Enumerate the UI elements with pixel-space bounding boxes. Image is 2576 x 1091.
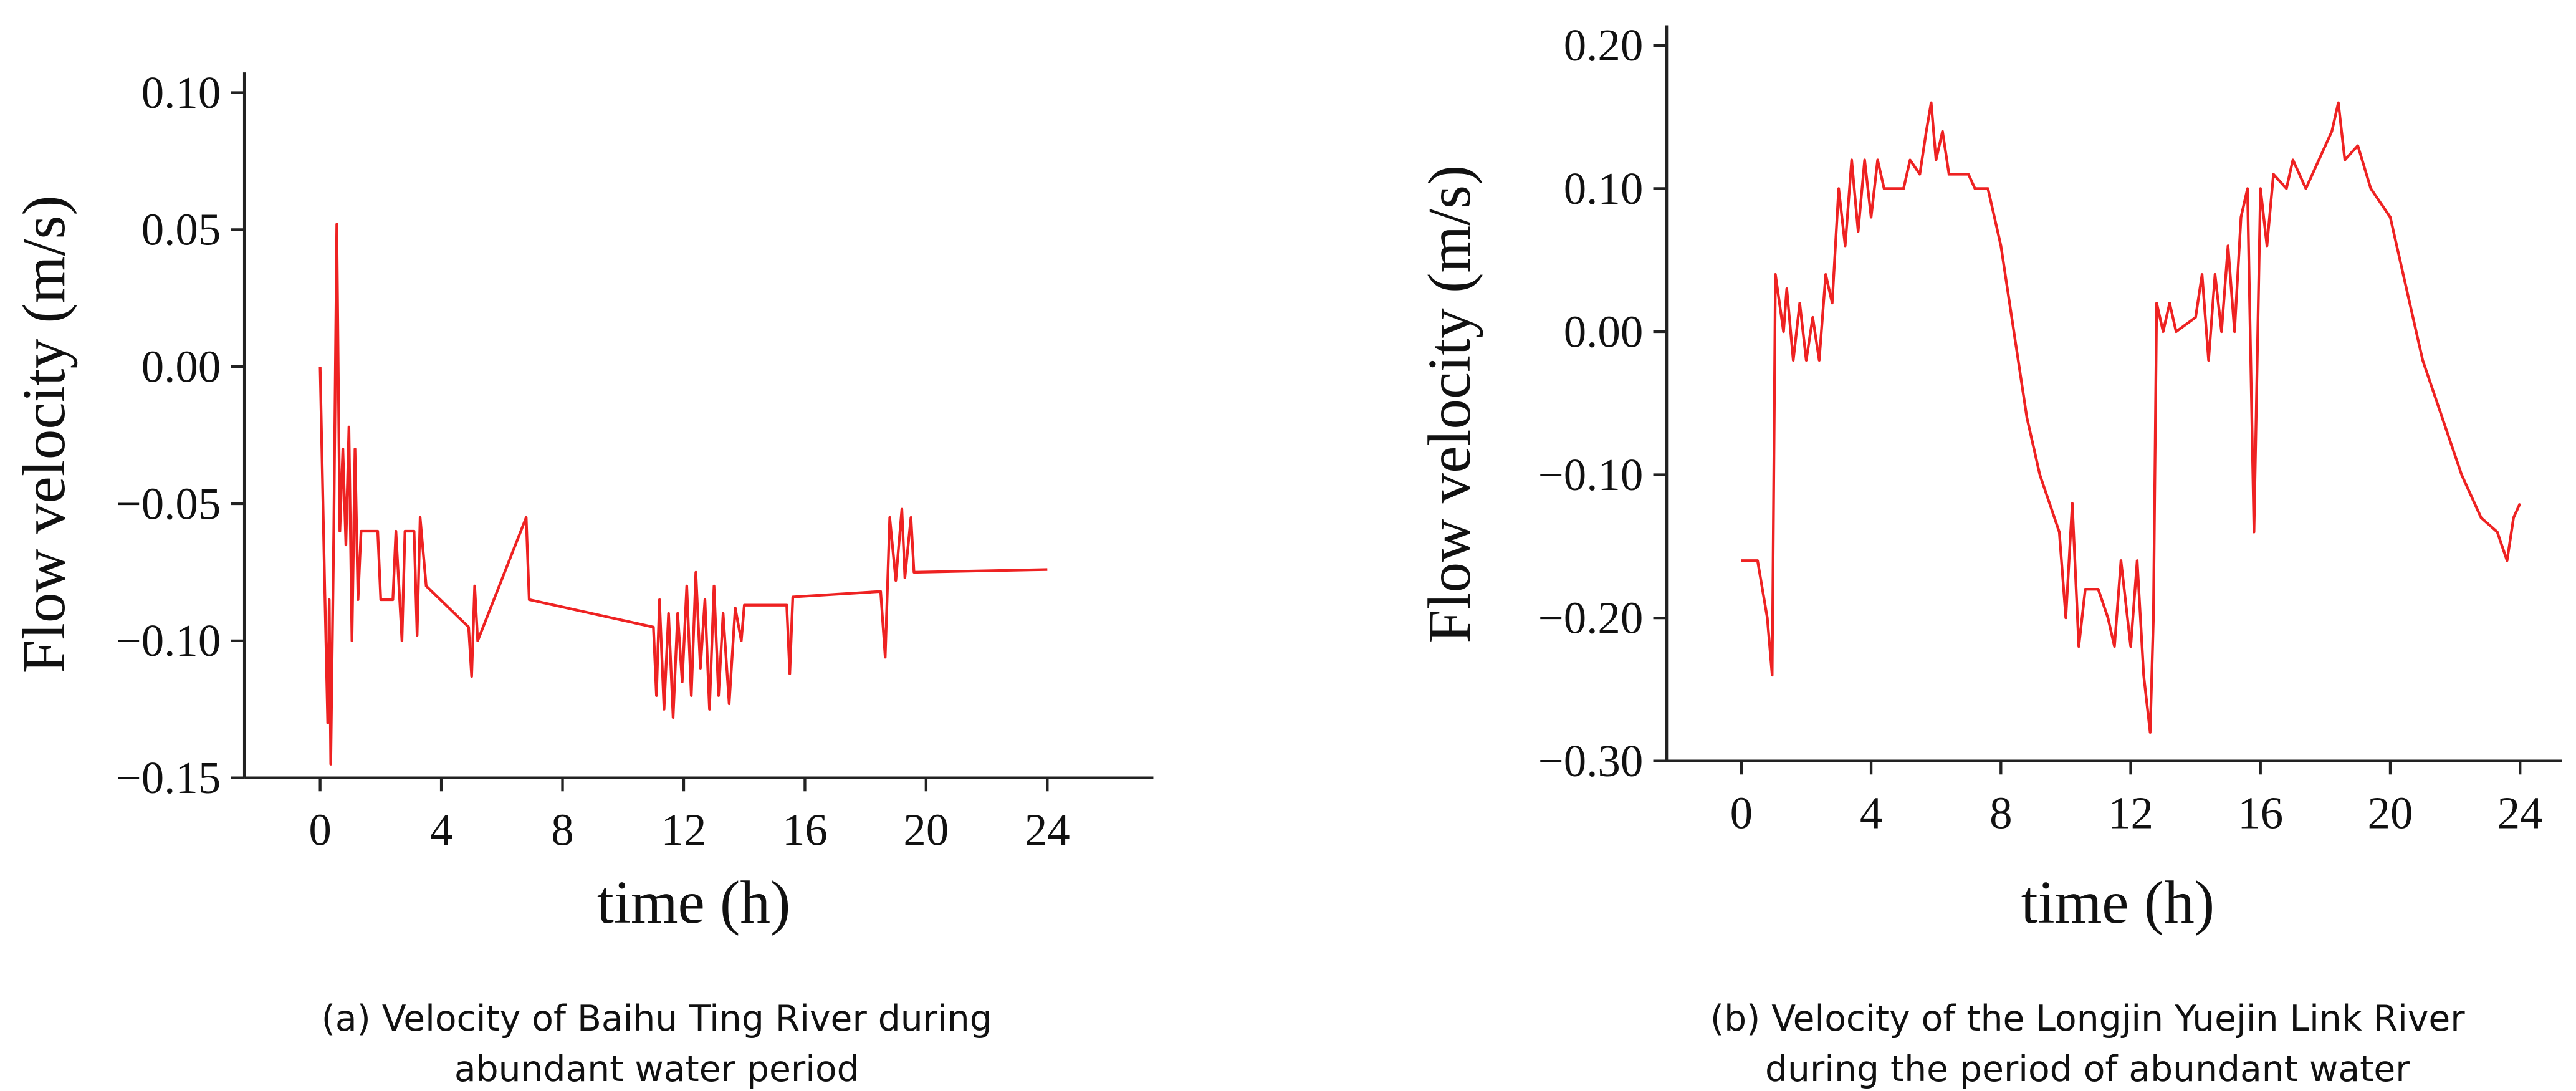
y-tick-label: 0.10: [141, 67, 221, 118]
y-tick-label: −0.10: [1538, 449, 1644, 500]
x-tick-label: 24: [2497, 788, 2543, 839]
y-tick-label: −0.10: [116, 615, 221, 666]
y-tick-label: −0.15: [116, 752, 221, 803]
y-tick-label: 0.10: [1564, 163, 1644, 214]
y-tick-label: −0.20: [1538, 592, 1644, 643]
y-tick-label: 0.20: [1564, 20, 1644, 70]
x-tick-label: 0: [309, 805, 331, 855]
x-tick-label: 20: [2368, 788, 2413, 839]
caption: during the period of abundant water: [1765, 1049, 2410, 1090]
x-axis-label: time (h): [2021, 869, 2214, 936]
x-tick-label: 16: [2238, 788, 2283, 839]
x-axis-label: time (h): [597, 869, 790, 936]
y-tick-label: −0.30: [1538, 736, 1644, 786]
caption: abundant water period: [454, 1049, 859, 1090]
x-tick-label: 12: [661, 805, 707, 855]
y-tick-label: −0.05: [116, 478, 221, 529]
y-axis-label: Flow velocity (m/s): [11, 195, 78, 673]
caption: (a) Velocity of Baihu Ting River during: [322, 998, 992, 1039]
y-tick-label: 0.00: [1564, 306, 1644, 357]
data-line: [1741, 101, 2522, 734]
y-axis-label: Flow velocity (m/s): [1416, 165, 1483, 643]
x-tick-label: 0: [1730, 788, 1753, 839]
x-tick-label: 8: [1989, 788, 2012, 839]
x-tick-label: 20: [903, 805, 949, 855]
x-tick-label: 16: [782, 805, 828, 855]
x-tick-label: 12: [2108, 788, 2153, 839]
x-tick-label: 8: [551, 805, 573, 855]
y-tick-label: 0.00: [141, 342, 221, 392]
caption: (b) Velocity of the Longjin Yuejin Link …: [1710, 998, 2465, 1039]
x-tick-label: 4: [430, 805, 452, 855]
y-tick-label: 0.05: [141, 204, 221, 255]
x-tick-label: 4: [1860, 788, 1882, 839]
data-line: [318, 223, 1048, 766]
x-tick-label: 24: [1025, 805, 1070, 855]
